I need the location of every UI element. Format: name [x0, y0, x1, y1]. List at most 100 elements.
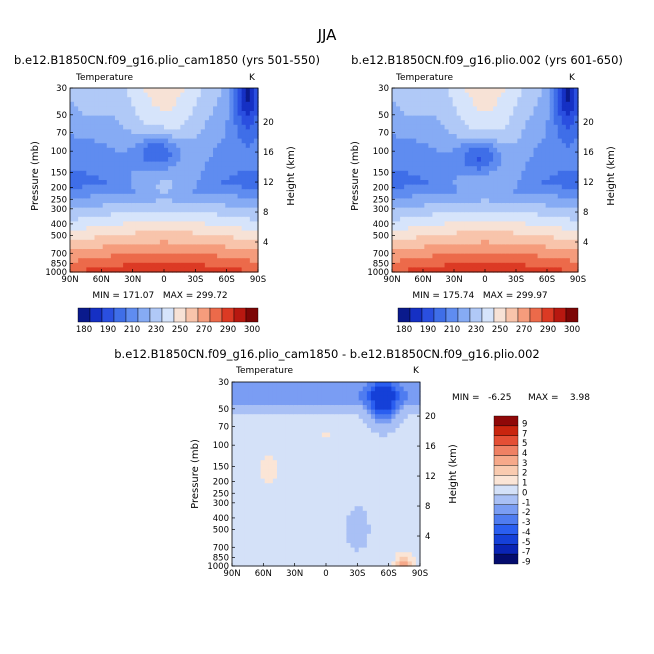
heatmap-cell [241, 157, 247, 163]
heatmap-cell [541, 111, 547, 117]
heatmap-cell [464, 267, 470, 273]
heatmap-cell [200, 193, 206, 199]
heatmap-cell [276, 395, 282, 401]
heatmap-cell [172, 262, 177, 268]
heatmap-cell [301, 520, 307, 526]
heatmap-cell [521, 129, 527, 135]
heatmap-cell [268, 533, 274, 539]
heatmap-cell [456, 244, 462, 250]
heatmap-cell [485, 175, 490, 181]
heatmap-cell [268, 395, 274, 401]
heatmap-cell [168, 189, 173, 195]
heatmap-cell [102, 92, 108, 98]
heatmap-cell [82, 88, 87, 94]
heatmap-cell [98, 170, 104, 176]
heatmap-cell [245, 258, 251, 264]
heatmap-cell [74, 161, 79, 167]
heatmap-cell [513, 97, 518, 103]
heatmap-cell [553, 106, 559, 112]
heatmap-cell [208, 115, 214, 121]
heatmap-cell [497, 207, 502, 213]
heatmap-cell [338, 492, 343, 498]
heatmap-cell [444, 193, 450, 199]
heatmap-cell [204, 134, 210, 140]
heatmap-cell [420, 203, 425, 209]
heatmap-cell [260, 474, 266, 480]
heatmap-cell [135, 198, 141, 204]
heatmap-cell [188, 97, 194, 103]
heatmap-cell [233, 147, 239, 153]
heatmap-cell [78, 111, 83, 117]
heatmap-cell [529, 267, 535, 273]
heatmap-cell [493, 184, 498, 190]
heatmap-cell [334, 414, 339, 420]
heatmap-cell [200, 244, 206, 250]
heatmap-cell [517, 253, 522, 259]
heatmap-cell [553, 134, 559, 140]
heatmap-cell [229, 180, 235, 186]
heatmap-cell [497, 101, 502, 107]
heatmap-cell [497, 262, 502, 268]
heatmap-cell [229, 124, 235, 130]
heatmap-cell [229, 262, 235, 268]
y-right-tick-label: 8 [583, 208, 588, 218]
heatmap-cell [123, 253, 128, 259]
heatmap-cell [305, 460, 311, 466]
heatmap-cell [509, 152, 514, 158]
heatmap-cell [321, 520, 327, 526]
heatmap-cell [253, 221, 259, 227]
heatmap-cell [233, 175, 239, 181]
heatmap-cell [549, 115, 555, 121]
heatmap-cell [444, 180, 450, 186]
heatmap-cell [131, 239, 136, 245]
heatmap-cell [444, 226, 450, 232]
heatmap-cell [86, 111, 92, 117]
heatmap-cell [334, 520, 339, 526]
x-tick-label: 30N [445, 275, 462, 285]
heatmap-cell [70, 267, 75, 273]
heatmap-cell [172, 244, 177, 250]
heatmap-cell [404, 203, 409, 209]
heatmap-cell [485, 198, 490, 204]
heatmap-cell [541, 170, 547, 176]
heatmap-cell [513, 216, 518, 222]
heatmap-cell [217, 161, 222, 167]
heatmap-cell [346, 432, 352, 438]
heatmap-cell [334, 547, 339, 553]
heatmap-cell [541, 235, 547, 241]
heatmap-cell [321, 391, 327, 397]
heatmap-cell [139, 198, 145, 204]
heatmap-cell [565, 161, 571, 167]
heatmap-cell [549, 221, 555, 227]
heatmap-cell [159, 198, 165, 204]
heatmap-cell [501, 226, 506, 232]
heatmap-cell [147, 226, 153, 232]
heatmap-cell [342, 483, 348, 489]
heatmap-cell [131, 97, 136, 103]
heatmap-cell [338, 524, 343, 530]
heatmap-cell [334, 391, 339, 397]
heatmap-cell [102, 180, 108, 186]
heatmap-cell [396, 170, 401, 176]
heatmap-cell [545, 184, 551, 190]
heatmap-cell [268, 437, 274, 443]
heatmap-cell [448, 152, 454, 158]
heatmap-cell [114, 189, 120, 195]
heatmap-cell [98, 230, 104, 236]
heatmap-cell [293, 400, 298, 406]
heatmap-cell [147, 92, 153, 98]
heatmap-cell [143, 212, 149, 218]
heatmap-cell [78, 124, 83, 130]
heatmap-cell [557, 161, 563, 167]
heatmap-cell [545, 235, 551, 241]
heatmap-cell [90, 203, 96, 209]
heatmap-cell [513, 157, 518, 163]
heatmap-cell [412, 258, 417, 264]
heatmap-cell [541, 129, 547, 135]
heatmap-cell [276, 552, 282, 558]
heatmap-cell [233, 92, 239, 98]
heatmap-cell [444, 184, 450, 190]
heatmap-cell [468, 244, 474, 250]
heatmap-cell [505, 97, 510, 103]
heatmap-cell [119, 157, 124, 163]
